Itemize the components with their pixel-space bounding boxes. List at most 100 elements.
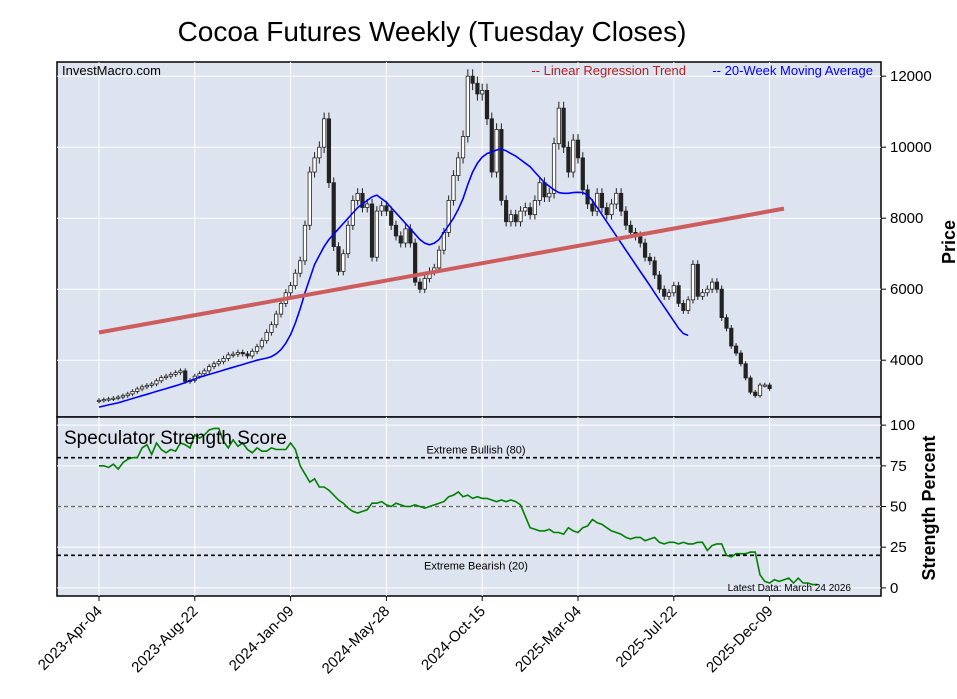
candle-body <box>470 75 475 84</box>
candle-body <box>551 143 557 194</box>
candle-body <box>757 384 763 397</box>
price-candles <box>96 69 772 404</box>
reference-label: Extreme Bearish (20) <box>424 560 528 572</box>
candle-body <box>638 235 643 244</box>
candle-body <box>681 302 686 311</box>
candle-body <box>288 285 293 294</box>
candle-body <box>662 288 667 297</box>
candle-body <box>590 203 595 212</box>
candle-body <box>710 281 715 290</box>
strength-axis-label: Strength Percent <box>919 435 939 580</box>
candle-body <box>666 292 672 297</box>
candle-body <box>163 375 169 378</box>
candle-body <box>724 317 729 329</box>
candle-body <box>140 386 145 390</box>
candle-body <box>532 200 537 216</box>
candle-body <box>379 205 384 212</box>
candle-body <box>623 210 629 226</box>
candle-body <box>317 146 322 159</box>
candle-body <box>595 192 600 212</box>
candle-body <box>647 256 652 262</box>
candle-body <box>413 242 418 283</box>
candle-body <box>168 373 173 377</box>
candle-body <box>278 302 284 315</box>
candle-body <box>614 192 619 205</box>
candle-body <box>369 203 375 258</box>
price-y-ticks: 4000 6000 8000 10000 12000 <box>881 68 932 369</box>
candle-body <box>331 182 336 247</box>
x-tick-label: 2024-Jan-09 <box>226 603 298 675</box>
candle-body <box>460 136 466 159</box>
candle-body <box>360 192 365 208</box>
strength-tick-label: 0 <box>890 580 898 597</box>
candle-body <box>207 366 212 372</box>
candle-body <box>451 175 456 201</box>
candle-body <box>753 391 758 397</box>
candle-body <box>240 351 245 355</box>
candle-body <box>561 107 566 148</box>
candle-body <box>341 253 346 272</box>
candle-body <box>484 90 490 120</box>
price-tick-label: 6000 <box>890 281 923 298</box>
strength-reference-lines: Extreme Bullish (80) Extreme Bearish (20) <box>57 445 881 572</box>
candle-body <box>101 399 106 402</box>
candle-body <box>216 361 221 365</box>
candle-body <box>571 139 576 173</box>
candle-body <box>738 352 743 365</box>
candle-body <box>671 285 676 294</box>
candle-body <box>714 281 720 290</box>
candle-body <box>226 354 231 359</box>
candle-body <box>130 391 135 395</box>
strength-tick-label: 25 <box>890 539 907 556</box>
candle-body <box>619 192 624 212</box>
regression-trend-line <box>98 206 785 335</box>
candle-body <box>504 200 509 223</box>
candle-body <box>523 207 528 212</box>
price-tick-label: 10000 <box>890 139 932 156</box>
candle-body <box>183 370 188 382</box>
candle-body <box>159 377 164 382</box>
strength-panel-title: Speculator Strength Score <box>64 428 287 449</box>
candle-body <box>729 327 734 347</box>
candle-body <box>154 380 159 385</box>
candle-body <box>652 260 657 276</box>
candle-body <box>307 171 312 226</box>
candle-body <box>393 224 399 237</box>
candle-body <box>345 224 351 255</box>
candle-body <box>609 203 614 216</box>
candle-body <box>178 370 183 374</box>
candle-body <box>733 345 739 354</box>
candle-body <box>221 358 226 363</box>
candle-body <box>231 353 236 356</box>
candle-body <box>508 214 514 223</box>
candle-body <box>604 207 609 216</box>
x-axis-ticks: 2023-Apr-04 2023-Aug-22 2024-Jan-09 2024-Ma… <box>35 596 776 677</box>
strength-tick-label: 75 <box>890 458 907 475</box>
candle-body <box>528 207 533 216</box>
candle-body <box>254 346 260 352</box>
candle-body <box>312 157 317 173</box>
candle-body <box>748 377 753 393</box>
price-axis-label: Price <box>939 220 957 264</box>
candle-body <box>144 385 149 388</box>
candle-body <box>149 383 154 386</box>
candle-body <box>96 399 102 402</box>
candle-body <box>389 210 394 226</box>
candle-body <box>542 182 547 198</box>
candle-body <box>465 75 470 137</box>
candle-body <box>719 288 724 319</box>
candle-body <box>245 353 250 357</box>
candle-body <box>197 373 202 377</box>
watermark: InvestMacro.com <box>62 63 161 78</box>
candle-body <box>250 350 255 357</box>
candle-body <box>116 396 121 399</box>
x-tick-label: 2024-Oct-15 <box>418 603 489 674</box>
candle-body <box>135 388 140 392</box>
x-tick-label: 2025-Dec-09 <box>703 603 776 676</box>
candle-body <box>547 192 552 198</box>
strength-tick-label: 50 <box>890 499 907 516</box>
price-tick-label: 4000 <box>890 352 923 369</box>
candle-body <box>422 278 427 290</box>
x-tick-label: 2025-Mar-04 <box>512 603 585 676</box>
legend-ma-label: -- 20-Week Moving Average <box>712 63 873 78</box>
